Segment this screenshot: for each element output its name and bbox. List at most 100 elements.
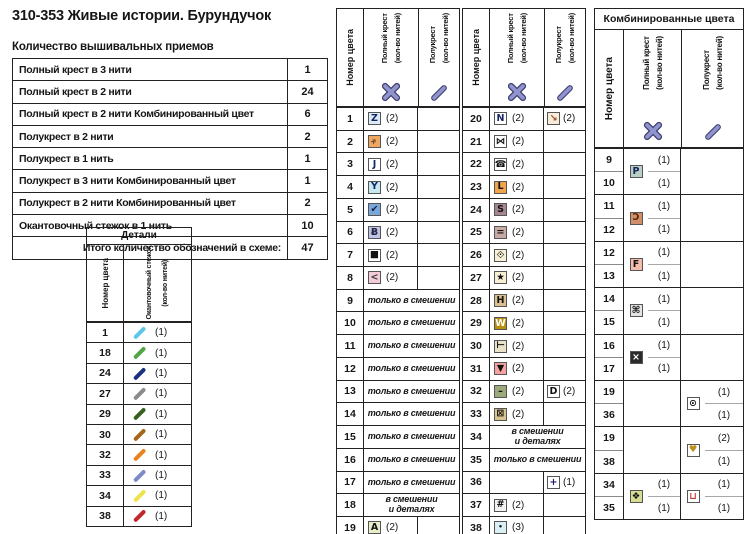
group-full-cross-cell (624, 380, 681, 427)
color-number: 1 (337, 108, 364, 130)
full-cross-symbol: S (494, 203, 507, 217)
summary-row: Полукрест в 1 нить 1 (13, 147, 327, 170)
thread-count: (1) (648, 149, 680, 173)
color-number: 32 (463, 380, 490, 403)
color-number: 20 (463, 108, 490, 130)
border-stitch-cell: (1) (124, 486, 191, 505)
symbol-glyph: ⌘ (631, 305, 641, 317)
group-half-cross-cell: ⊙ (1) (1) (681, 381, 743, 426)
color-number: 2 (337, 130, 364, 153)
table-row: 10 только в смешении (337, 311, 459, 335)
full-cross-cell: N (2) (490, 108, 544, 130)
table-row: 21 ⋈ (2) (463, 129, 585, 153)
summary-row-value: 2 (304, 130, 311, 143)
full-cross-symbol: L (494, 180, 507, 194)
half-cross-icon (704, 123, 722, 141)
details-row: 38 (1) (87, 505, 191, 526)
stitch-line-icon (131, 508, 148, 525)
half-cross-cell (544, 176, 584, 198)
header-count-label: (кол-во нитей) (393, 13, 402, 64)
thread-count: (1) (657, 502, 671, 514)
color-number: 16 (337, 448, 364, 471)
mix-note-line: и деталях (514, 435, 561, 446)
color-number: 38 (603, 455, 615, 468)
table-row: 22 ☎ (2) (463, 152, 585, 176)
symbol-glyph: • (498, 523, 503, 532)
thread-count: (2) (386, 181, 399, 193)
color-number: 24 (463, 198, 490, 221)
thread-count: (2) (386, 272, 399, 284)
thread-count: (1) (648, 474, 680, 497)
full-cross-symbol: Ɔ (629, 211, 643, 225)
thread-count: (2) (512, 295, 525, 307)
full-cross-cell: ■ (2) (364, 244, 418, 267)
summary-caption: Количество вышивальных приемов (12, 41, 214, 53)
symbol-glyph: ❖ (631, 490, 641, 502)
summary-row-label: Полукрест в 3 нити Комбинированный цвет (13, 170, 288, 192)
color-number: 25 (463, 221, 490, 244)
thread-count: (1) (155, 429, 168, 441)
half-cross-cell: ↘ (2) (544, 108, 584, 130)
color-number: 31 (463, 357, 490, 380)
header-count-label: (кол-во нитей) (441, 13, 450, 64)
full-cross-symbol: W (494, 316, 507, 330)
color-number: 15 (603, 316, 615, 329)
table-row: 13 только в смешении (337, 379, 459, 403)
half-cross-cell (544, 335, 584, 357)
header-half-label: Полукрест (554, 26, 563, 64)
symbol-glyph: H (496, 294, 505, 306)
table-row: 3 J (2) (337, 152, 459, 176)
combined-color-group: 19 36 ⊙ (1) (1) (595, 379, 743, 427)
full-cross-symbol: × (629, 350, 643, 364)
symbol-glyph: Y (371, 181, 378, 193)
border-stitch-cell: (1) (124, 445, 191, 464)
symbol-area: Ɔ (624, 195, 648, 240)
mix-note-cell: только в смешении (364, 358, 459, 380)
color-number: 19 (595, 381, 623, 405)
full-cross-cell: = (2) (490, 221, 544, 244)
details-title: Детали (87, 228, 191, 245)
half-cross-icon (556, 84, 574, 102)
thread-count: (2) (386, 136, 399, 148)
summary-row: Полный крест в 3 нити 1 (13, 59, 327, 81)
full-cross-cell: ☎ (2) (490, 153, 544, 176)
group-half-cross-cell: ⊔ (1) (1) (681, 474, 743, 519)
symbol-glyph: = (496, 226, 505, 238)
summary-row-value: 1 (304, 152, 311, 165)
full-cross-cell: ⋈ (2) (490, 130, 544, 153)
full-cross-symbol: < (368, 271, 381, 285)
thread-count: (2) (386, 204, 399, 216)
border-stitch-cell: (1) (124, 466, 191, 485)
group-half-cross-cell: ♥ (2) (1) (681, 427, 743, 472)
mix-note-line: и деталях (388, 504, 435, 515)
thread-count: (1) (155, 388, 168, 400)
thread-count: (1) (648, 288, 680, 312)
table-row: 16 только в смешении (337, 447, 459, 471)
thread-count: (2) (512, 317, 525, 329)
half-cross-cell (544, 290, 584, 312)
color-number: 5 (337, 198, 364, 221)
half-cross-symbol: ♥ (686, 443, 700, 457)
stitch-line-icon (131, 385, 148, 402)
thread-count: (2) (512, 408, 525, 420)
table-row: 34 в смешении и деталях (463, 425, 585, 448)
table-row: 23 L (2) (463, 175, 585, 198)
color-number: 17 (337, 471, 364, 494)
thread-count: (2) (512, 249, 525, 261)
header-col-full-cross: Полный крест (кол-во нитей) (624, 30, 682, 147)
symbol-glyph: J (372, 158, 377, 170)
full-cross-cell: L (2) (490, 176, 544, 198)
summary-row-value: 6 (304, 108, 311, 121)
thread-count: (1) (155, 367, 168, 379)
color-number: 30 (463, 335, 490, 357)
full-cross-symbol: P (629, 165, 643, 179)
group-full-cross-cell: × (1) (1) (624, 334, 681, 380)
symbol-glyph: ★ (496, 272, 505, 284)
group-color-numbers: 9 10 (595, 149, 624, 195)
table-row: 37 # (2) (463, 493, 585, 516)
half-cross-cell (418, 108, 458, 130)
table-row: 14 только в смешении (337, 402, 459, 426)
symbol-glyph: # (496, 499, 505, 511)
border-stitch-cell: (1) (124, 364, 191, 383)
symbol-glyph: × (632, 351, 640, 363)
